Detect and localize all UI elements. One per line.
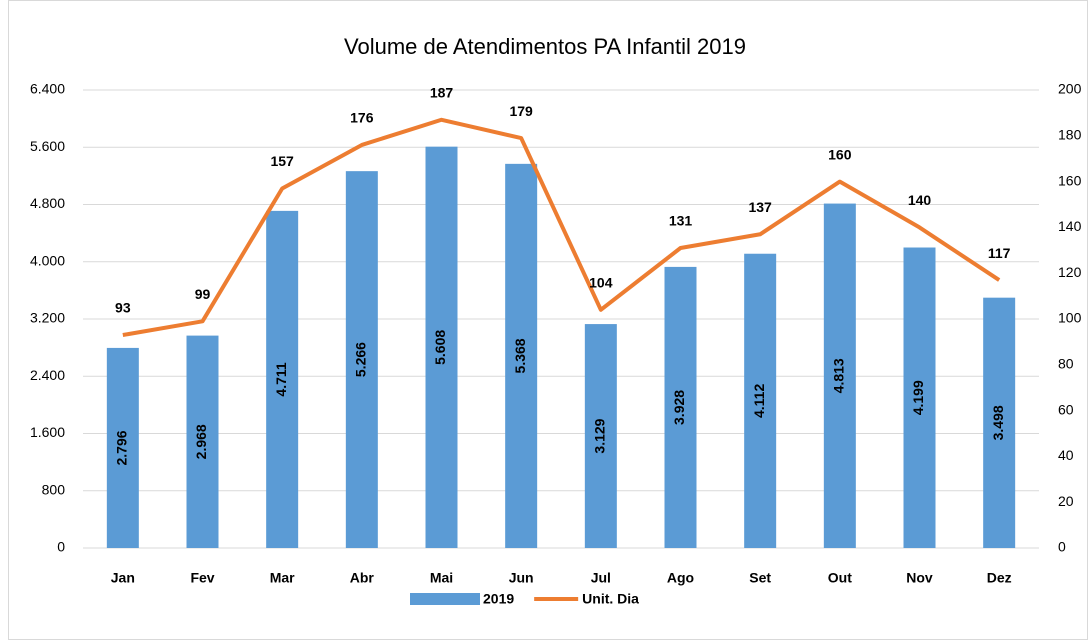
bar-value-label: 2.796 — [114, 430, 130, 465]
bar — [266, 210, 299, 548]
x-tick-label: Dez — [987, 570, 1012, 586]
y-tick-label: 6.400 — [30, 81, 65, 97]
y2-tick-label: 180 — [1058, 127, 1082, 143]
x-tick-label: Mar — [270, 570, 295, 586]
y2-tick-label: 80 — [1058, 356, 1074, 372]
line-value-label: 140 — [908, 192, 932, 208]
bar — [186, 335, 219, 548]
y2-tick-label: 100 — [1058, 310, 1082, 326]
y-tick-label: 4.800 — [30, 195, 65, 211]
line-value-label: 117 — [988, 245, 1011, 261]
y2-tick-label: 160 — [1058, 172, 1082, 188]
bar — [823, 203, 856, 548]
bar-value-label: 5.368 — [512, 338, 528, 373]
bar — [584, 324, 617, 548]
bar — [744, 253, 777, 549]
bar-value-label: 5.266 — [353, 342, 369, 377]
line — [122, 117, 1001, 338]
y-tick-label: 0 — [57, 539, 65, 555]
y2-tick-label: 60 — [1058, 401, 1074, 417]
y-tick-label: 1.600 — [30, 424, 65, 440]
line-value-label: 104 — [589, 275, 613, 291]
x-tick-label: Jan — [111, 570, 135, 586]
bar-value-label: 3.129 — [592, 418, 608, 453]
y-tick-label: 3.200 — [30, 310, 65, 326]
legend-label: Unit. Dia — [582, 591, 639, 607]
bar-value-label: 2.968 — [193, 424, 209, 459]
y-tick-label: 800 — [42, 481, 66, 497]
bar — [345, 171, 378, 549]
y2-tick-label: 120 — [1058, 264, 1082, 280]
line-value-label: 93 — [115, 300, 131, 316]
bar-value-label: 3.498 — [990, 405, 1006, 440]
y2-tick-label: 0 — [1058, 539, 1066, 555]
bar-value-label: 4.199 — [910, 380, 926, 415]
x-tick-label: Mai — [430, 570, 453, 586]
chart-frame — [8, 0, 1088, 640]
x-tick-label: Nov — [906, 570, 933, 586]
y2-tick-label: 40 — [1058, 447, 1074, 463]
x-tick-label: Out — [828, 570, 852, 586]
bar-value-label: 3.928 — [671, 390, 687, 425]
x-tick-label: Jun — [509, 570, 534, 586]
x-tick-label: Jul — [591, 570, 611, 586]
line-value-label: 176 — [350, 110, 374, 126]
x-tick-label: Abr — [350, 570, 375, 586]
bar — [425, 146, 458, 549]
legend-swatch — [410, 593, 480, 605]
y2-tick-label: 20 — [1058, 493, 1074, 509]
bar — [106, 347, 139, 548]
bar-value-label: 4.813 — [831, 358, 847, 393]
y-tick-label: 5.600 — [30, 138, 65, 154]
line-value-label: 131 — [669, 213, 693, 229]
line-value-label: 99 — [195, 286, 211, 302]
chart-title: Volume de Atendimentos PA Infantil 2019 — [344, 34, 746, 59]
x-tick-label: Fev — [190, 570, 214, 586]
legend-label: 2019 — [483, 591, 514, 607]
bar — [664, 266, 697, 548]
bar — [983, 297, 1016, 548]
y2-tick-label: 140 — [1058, 218, 1082, 234]
x-tick-label: Set — [749, 570, 771, 586]
bar — [505, 163, 538, 549]
y-tick-label: 2.400 — [30, 367, 65, 383]
bar-value-label: 5.608 — [432, 330, 448, 365]
line-value-label: 160 — [828, 146, 852, 162]
bar-value-label: 4.112 — [751, 384, 767, 418]
bar-value-label: 4.711 — [273, 362, 289, 396]
line-value-label: 179 — [509, 103, 533, 119]
y-tick-label: 4.000 — [30, 252, 65, 268]
y2-tick-label: 200 — [1058, 81, 1082, 97]
line-value-label: 137 — [748, 199, 772, 215]
x-tick-label: Ago — [667, 570, 694, 586]
line-value-label: 187 — [430, 84, 454, 100]
line-value-label: 157 — [270, 153, 294, 169]
bar — [903, 247, 936, 548]
